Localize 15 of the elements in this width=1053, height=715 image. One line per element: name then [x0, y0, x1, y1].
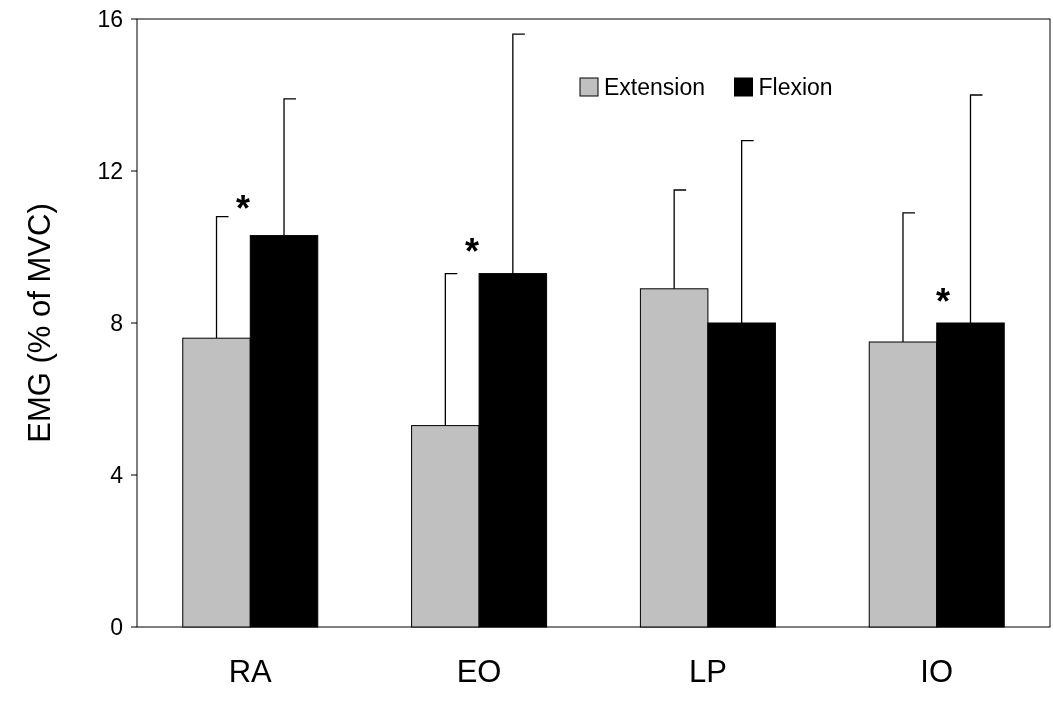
y-tick-label: 16 [97, 6, 123, 33]
y-tick-label: 8 [110, 310, 123, 337]
x-tick-label: RA [228, 654, 273, 689]
annotation: * [235, 188, 251, 229]
y-tick-label: 0 [110, 614, 123, 641]
legend-label: Flexion [758, 74, 833, 101]
annotation: * [464, 231, 480, 272]
legend-label: Extension [604, 74, 706, 101]
x-tick-label: LP [688, 654, 727, 689]
x-tick-label: EO [456, 654, 502, 689]
x-tick-label: IO [920, 654, 954, 689]
y-tick-label: 4 [110, 462, 124, 489]
y-tick-label: 12 [97, 158, 123, 185]
y-axis-title: EMG (% of MVC) [22, 203, 57, 443]
annotation: * [935, 281, 951, 322]
